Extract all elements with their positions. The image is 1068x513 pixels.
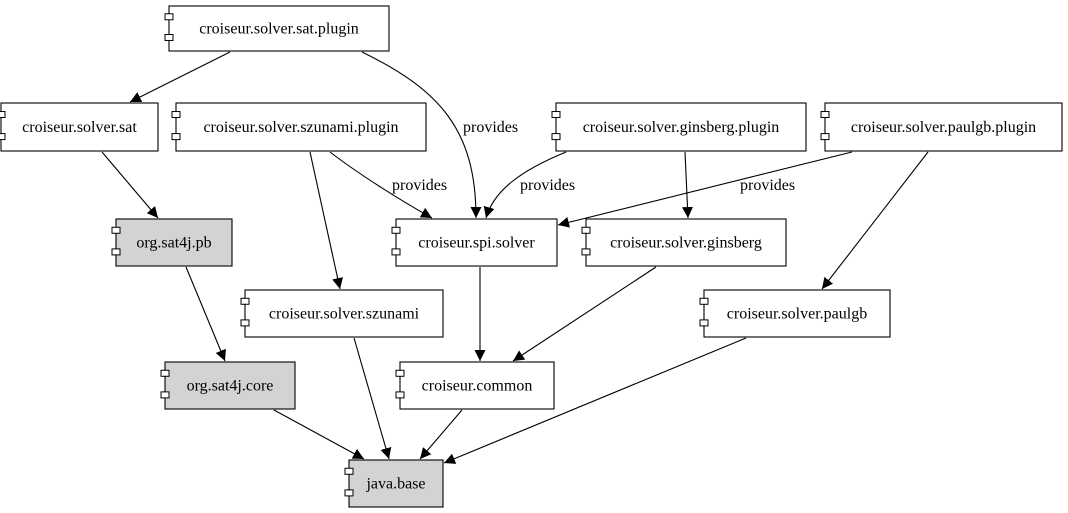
node-label: croiseur.solver.sat.plugin: [199, 21, 359, 38]
edge-szunami-plugin-to-szunami: [309, 151, 344, 290]
node-label: java.base: [365, 476, 425, 493]
node-label: croiseur.solver.szunami: [269, 306, 420, 323]
node-spi-solver[interactable]: croiseur.spi.solver: [391, 218, 558, 267]
edge-ginsberg-plugin-to-spi-solver: [483, 151, 567, 219]
node-box: [348, 459, 444, 508]
node-box: [555, 102, 807, 152]
node-label: org.sat4j.pb: [136, 235, 211, 252]
node-sat4j-pb[interactable]: org.sat4j.pb: [111, 218, 233, 267]
node-paulgb-plugin[interactable]: croiseur.solver.paulgb.plugin: [820, 102, 1063, 152]
node-java-base[interactable]: java.base: [344, 459, 444, 508]
node-label: croiseur.solver.ginsberg: [610, 235, 762, 252]
node-label: croiseur.solver.paulgb.plugin: [851, 119, 1036, 136]
component-icon: [344, 467, 354, 497]
node-ginsberg-plugin[interactable]: croiseur.solver.ginsberg.plugin: [551, 102, 807, 152]
node-paulgb[interactable]: croiseur.solver.paulgb: [699, 289, 891, 338]
edge-sat4j-pb-to-sat4j-core: [185, 266, 226, 362]
edge-label-provides: provides: [463, 119, 518, 136]
component-icon: [395, 369, 405, 399]
node-label: croiseur.solver.paulgb: [727, 306, 867, 323]
node-box: [395, 218, 558, 267]
node-box: [585, 218, 787, 267]
node-box: [0, 102, 159, 152]
edges-layer: [101, 51, 929, 464]
node-szunami-plugin[interactable]: croiseur.solver.szunami.plugin: [171, 102, 427, 152]
node-box: [399, 361, 555, 410]
node-box: [164, 361, 296, 410]
node-ginsberg[interactable]: croiseur.solver.ginsberg: [581, 218, 787, 267]
component-icon: [391, 226, 401, 256]
edge-paulgb-to-java-base: [443, 337, 747, 464]
edge-labels-layer: provides provides provides provides: [392, 119, 795, 194]
component-icon: [820, 111, 830, 141]
edge-label-provides: provides: [520, 177, 575, 194]
node-label: croiseur.common: [422, 378, 533, 395]
node-box: [244, 289, 444, 338]
component-icon: [160, 369, 170, 399]
component-icon: [581, 226, 591, 256]
node-box: [703, 289, 891, 338]
node-label: croiseur.solver.szunami.plugin: [203, 119, 398, 136]
edge-sat-to-sat4j-pb: [101, 151, 159, 219]
edge-szunami-plugin-to-spi-solver: [329, 151, 433, 219]
component-icon: [171, 111, 181, 141]
edge-szunami-to-java-base: [353, 337, 392, 460]
node-box: [175, 102, 427, 152]
component-icon: [164, 13, 174, 41]
component-icon: [699, 297, 709, 327]
node-label: croiseur.solver.ginsberg.plugin: [583, 119, 780, 136]
edge-sat-plugin-to-spi-solver: [361, 51, 482, 219]
component-icon: [551, 111, 561, 141]
edge-sat4j-core-to-java-base: [273, 409, 365, 460]
node-label: croiseur.solver.sat: [22, 119, 137, 136]
node-box: [824, 102, 1063, 152]
edge-ginsberg-plugin-to-ginsberg: [682, 151, 693, 219]
component-icon: [111, 226, 121, 256]
node-sat-plugin[interactable]: croiseur.solver.sat.plugin: [164, 5, 390, 52]
component-icon: [0, 111, 6, 141]
node-box: [168, 5, 390, 52]
edge-label-provides: provides: [392, 177, 447, 194]
node-box: [115, 218, 233, 267]
edge-paulgb-plugin-to-spi-solver: [557, 151, 853, 228]
node-label: org.sat4j.core: [187, 378, 274, 395]
edge-label-provides: provides: [740, 177, 795, 194]
node-common[interactable]: croiseur.common: [395, 361, 555, 410]
node-sat4j-core[interactable]: org.sat4j.core: [160, 361, 296, 410]
edge-paulgb-plugin-to-paulgb: [821, 151, 929, 290]
edge-common-to-java-base: [419, 409, 463, 460]
node-label: croiseur.spi.solver: [418, 235, 535, 252]
node-sat[interactable]: croiseur.solver.sat: [0, 102, 159, 152]
component-icon: [240, 297, 250, 327]
edge-sat-plugin-to-sat: [129, 51, 231, 103]
nodes-layer: croiseur.solver.sat.plugin croiseur.solve…: [0, 5, 1063, 508]
node-szunami[interactable]: croiseur.solver.szunami: [240, 289, 444, 338]
edge-ginsberg-to-common: [512, 266, 657, 362]
